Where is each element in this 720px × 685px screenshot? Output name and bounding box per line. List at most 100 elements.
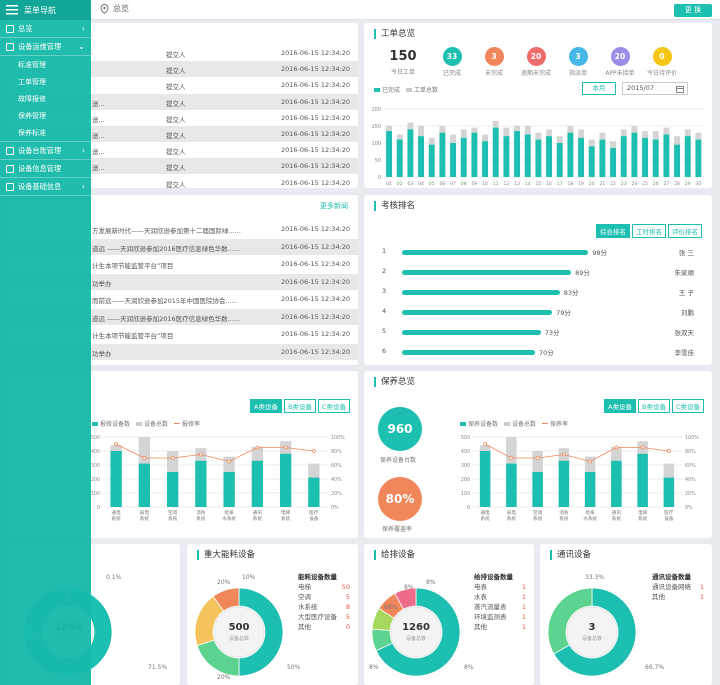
- table-row[interactable]: 送... 提交人 2016-06-15 12:34:20: [6, 142, 358, 158]
- sidebar-item-1[interactable]: 设备运维管理 ⌄: [0, 38, 91, 55]
- task-time: 2016-06-15 12:34:20: [281, 178, 351, 187]
- donut-center-label: 设备总数: [228, 636, 249, 642]
- x-tick-label: 03: [407, 181, 413, 187]
- news-row[interactable]: 道远 ——天润欣逊参加2016医疗信息绿色华数...... 2016-06-15 …: [6, 238, 358, 255]
- stat-4[interactable]: 20 APP未接单: [600, 47, 640, 77]
- stat-5[interactable]: 0 今日待评价: [642, 47, 682, 77]
- news-row[interactable]: 道远 ——天润欣逊参加2016医疗信息绿色华数...... 2016-06-15 …: [6, 308, 358, 325]
- more-news-link[interactable]: 更多新闻: [320, 202, 348, 210]
- y-tick-label: 0: [378, 175, 381, 181]
- donut-item-name: 水表: [474, 593, 487, 601]
- x-tick-label: 空调系统: [168, 509, 178, 522]
- calendar-icon: [676, 86, 684, 93]
- table-row[interactable]: 提交人 2016-06-15 12:34:20: [6, 45, 358, 61]
- stat-2[interactable]: 20 逾期未完成: [516, 47, 556, 77]
- ranking-title: 考核排名: [374, 201, 415, 211]
- maint-tab-0[interactable]: A类设备: [604, 399, 636, 413]
- rate-point: [170, 456, 175, 460]
- rate-point: [535, 456, 540, 460]
- repair-tab-0[interactable]: A类设备: [250, 399, 282, 413]
- stat-3[interactable]: 3 指派单: [558, 47, 598, 77]
- news-title: 功举办: [92, 349, 112, 358]
- table-row[interactable]: 送... 提交人 2016-06-15 12:34:20: [6, 110, 358, 126]
- ranking-row[interactable]: 6 70分 李雪佳: [364, 347, 712, 359]
- ranking-row[interactable]: 5 73分 张双天: [364, 327, 712, 339]
- bar-count: [506, 463, 517, 507]
- x-tick-label: 给排水系统: [222, 509, 236, 522]
- ranking-row[interactable]: 3 83分 王 子: [364, 287, 712, 299]
- stat-0[interactable]: 33 已完成: [432, 47, 472, 77]
- ranking-tab-0[interactable]: 综合排名: [596, 224, 630, 238]
- info-icon: [6, 164, 14, 173]
- news-row[interactable]: 功举办 2016-06-15 12:34:20: [6, 343, 358, 360]
- news-row[interactable]: 功举办 2016-06-15 12:34:20: [6, 273, 358, 290]
- chevron-icon: ›: [81, 146, 85, 155]
- sidebar-subitem-0[interactable]: 标准管理: [18, 60, 46, 69]
- sidebar-subitem-3[interactable]: 保养管理: [18, 111, 46, 120]
- table-row[interactable]: 提交人 2016-06-15 12:34:20: [6, 175, 358, 188]
- y-tick-label: 150: [371, 124, 381, 130]
- bar-done: [503, 136, 510, 177]
- rank-score: 70分: [539, 349, 554, 357]
- rank-number: 4: [382, 307, 387, 315]
- sidebar-item-2[interactable]: 设备台账管理 ›: [0, 142, 91, 159]
- location-text: 总览: [113, 4, 129, 13]
- news-row[interactable]: 计生本项节能监管平台”项目 2016-06-15 12:34:20: [6, 256, 358, 272]
- table-row[interactable]: 提交人 2016-06-15 12:34:20: [6, 61, 358, 78]
- maint-tab-2[interactable]: C类设备: [671, 399, 704, 413]
- repair-tab-2[interactable]: C类设备: [317, 399, 350, 413]
- bar-done: [684, 136, 691, 177]
- stat-1[interactable]: 3 未完成: [474, 47, 514, 77]
- y2-tick-label: 100%: [685, 435, 699, 441]
- divider: [0, 37, 91, 38]
- news-row[interactable]: 计生本项节能监管平台”项目 2016-06-15 12:34:20: [6, 326, 358, 342]
- ranking-tab-2[interactable]: 评价排名: [668, 224, 702, 238]
- y-tick-label: 0: [467, 505, 470, 511]
- maint-tab-1[interactable]: B类设备: [637, 399, 670, 413]
- bar-count: [558, 460, 570, 507]
- table-row[interactable]: 提交人 2016-06-15 12:34:20: [6, 77, 358, 93]
- bar-count: [637, 453, 648, 507]
- sidebar-item-4[interactable]: 设备基础信息 ›: [0, 178, 91, 195]
- x-tick-label: 30: [695, 181, 701, 187]
- switch-button[interactable]: 更 换: [674, 4, 712, 17]
- task-time: 2016-06-15 12:34:20: [281, 65, 351, 74]
- stat-value: 0: [652, 47, 672, 66]
- ranking-tab-1[interactable]: 工时排名: [632, 224, 666, 238]
- home-icon: [6, 24, 14, 33]
- task-submitter: 提交人: [166, 132, 186, 140]
- ranking-row[interactable]: 1 98分 张 三: [364, 247, 712, 259]
- sidebar-subitem-2[interactable]: 故障报修: [18, 94, 46, 103]
- x-tick-label: 医疗设备: [664, 509, 674, 522]
- task-submitter: 提交人: [166, 51, 186, 59]
- sidebar-subitem-1[interactable]: 工单管理: [18, 77, 46, 86]
- sidebar-item-label: 设备基础信息: [18, 181, 62, 191]
- repair-tab-1[interactable]: B类设备: [283, 399, 316, 413]
- donut-list-item: 电表 1: [474, 582, 526, 592]
- news-row[interactable]: 方发展新时代——天润欣逊参加第十二届国际绿...... 2016-06-15 12…: [6, 221, 358, 237]
- donut-slice: [238, 587, 284, 677]
- donut-item-value: 8: [345, 603, 350, 611]
- rate-point: [666, 449, 671, 453]
- ranking-row[interactable]: 4 79分 刘鹏: [364, 307, 712, 319]
- table-row[interactable]: 送... 提交人 2016-06-15 12:34:20: [6, 126, 358, 142]
- table-row[interactable]: 送... 提交人 2016-06-15 12:34:20: [6, 93, 358, 110]
- bar-done: [588, 146, 595, 177]
- y-tick-label: 100: [461, 491, 470, 497]
- month-button[interactable]: 本月: [582, 82, 616, 95]
- bar-count: [138, 463, 151, 507]
- table-row[interactable]: 送... 提交人 2016-06-15 12:34:20: [6, 158, 358, 175]
- news-date: 2016-06-15 12:34:20: [281, 295, 351, 303]
- sidebar-subitem-4[interactable]: 保养标准: [18, 128, 46, 137]
- sidebar-item-0[interactable]: 总览 ›: [0, 20, 91, 37]
- news-row[interactable]: 而前远——天润欣逊参加2015年中国医院协会...... 2016-06-15 1…: [6, 291, 358, 307]
- month-picker[interactable]: 2015/07: [622, 82, 688, 95]
- y2-tick-label: 20%: [331, 491, 342, 497]
- sidebar-item-3[interactable]: 设备信息管理: [0, 160, 91, 177]
- bar-done: [396, 139, 403, 177]
- ranking-row[interactable]: 2 89分 朱家顺: [364, 267, 712, 279]
- stat-value: 3: [484, 47, 504, 66]
- bar-done: [418, 136, 424, 177]
- task-name: 送...: [92, 164, 105, 173]
- donut-chart: [194, 587, 284, 677]
